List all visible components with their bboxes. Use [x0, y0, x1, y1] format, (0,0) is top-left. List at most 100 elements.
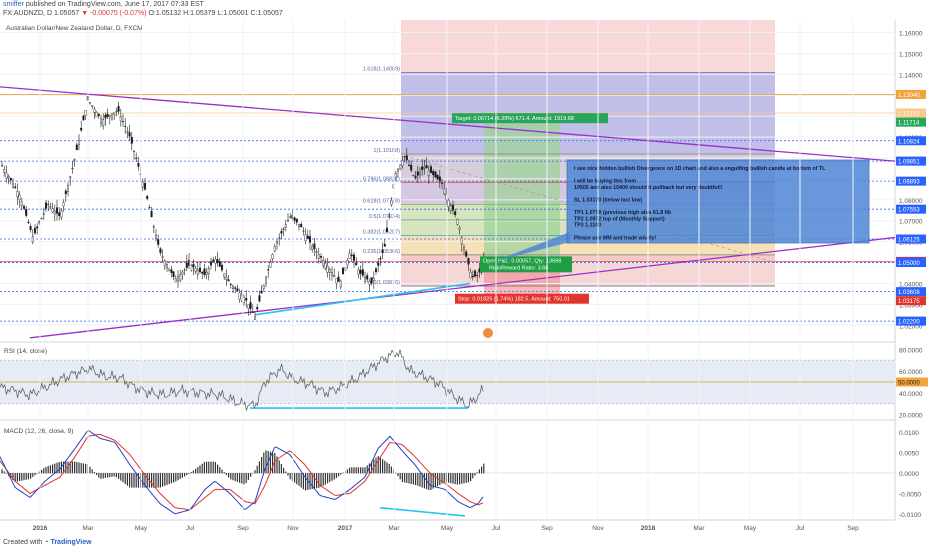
macd-tick-label: 0.0050 [899, 451, 919, 458]
candle-body [434, 171, 437, 178]
macd-hist-bar [412, 473, 414, 485]
annotation-line: TP2 1.0972 top of (Monthly Support) [574, 216, 665, 222]
candle-body [355, 262, 358, 266]
divergence-arrow-price [254, 282, 471, 316]
price-badge: 1.08893 [898, 180, 920, 186]
candle-body [410, 164, 413, 171]
candle-body [474, 270, 477, 277]
brand-name[interactable]: TradingView [50, 539, 92, 546]
candle-body [357, 269, 360, 275]
macd-hist-bar [135, 473, 137, 488]
candle-body [273, 246, 276, 252]
macd-hist-bar [362, 467, 364, 474]
macd-hist-bar [89, 466, 91, 474]
macd-hist-bar [419, 473, 421, 487]
time-tick-label: May [135, 525, 148, 532]
candle-body [251, 311, 254, 313]
macd-hist-bar [434, 473, 436, 488]
candle-body [225, 277, 228, 280]
macd-hist-bar [258, 461, 260, 474]
author-link[interactable]: smiffer [3, 1, 24, 8]
candle-body [419, 172, 422, 175]
macd-hist-bar [21, 473, 23, 481]
price-badge-bg [896, 89, 926, 99]
macd-hist-bar [78, 462, 80, 474]
symbol-label: FX:AUDNZD, D [3, 10, 52, 17]
rsi-tick-label: 80.0000 [899, 347, 923, 354]
rsi-tick-label: 60.0000 [899, 369, 923, 376]
candle-body [331, 272, 334, 276]
macd-hist-bar [397, 473, 399, 477]
candle-body [194, 268, 197, 272]
time-tick-label: Jul [186, 525, 195, 532]
candle-body [49, 206, 52, 208]
macd-hist-bar [16, 473, 18, 482]
macd-hist-bar [65, 461, 67, 474]
candle-body [478, 268, 481, 273]
candle-body [432, 171, 435, 176]
candle-body [207, 268, 210, 274]
candle-body [460, 237, 463, 245]
candle-body [165, 264, 168, 269]
candle-body [309, 236, 312, 243]
candle-body [152, 225, 155, 228]
candle-body [42, 213, 45, 215]
risk-reward-label: Risk/Reward Ratio: 3.68 [489, 265, 548, 271]
macd-hist-bar [388, 463, 390, 474]
macd-hist-bar [461, 473, 463, 484]
candle-body [71, 167, 74, 169]
macd-hist-bar [173, 473, 175, 483]
candle-body [154, 235, 157, 239]
candle-body [282, 228, 285, 230]
candle-body [348, 253, 351, 259]
candle-body [196, 269, 199, 275]
price-badge-bg [896, 176, 926, 186]
candle-body [29, 226, 32, 230]
candle-body [128, 132, 131, 137]
time-tick-label: May [441, 525, 454, 532]
macd-hist-bar [228, 473, 230, 478]
candle-body [425, 165, 428, 169]
candle-body [401, 160, 404, 167]
macd-hist-bar [175, 473, 177, 482]
macd-hist-bar [243, 473, 245, 485]
candle-body [124, 126, 127, 128]
macd-hist-bar [298, 473, 300, 486]
candle-body [377, 262, 380, 266]
macd-hist-bar [333, 473, 335, 480]
macd-hist-bar [239, 473, 241, 483]
time-tick-label: Sep [541, 525, 553, 532]
candle-body [262, 285, 265, 289]
macd-hist-bar [463, 473, 465, 484]
price-badge: 1.06125 [898, 238, 920, 244]
annotation-line: Please use MM and trade wisely! [574, 235, 656, 241]
price-tick-label: 1.08000 [899, 198, 923, 205]
macd-hist-bar [85, 463, 87, 474]
candle-body [146, 196, 149, 199]
macd-hist-bar [399, 473, 401, 480]
candle-body [130, 137, 133, 144]
macd-hist-bar [71, 461, 73, 474]
rsi-title: RSI (14, close) [4, 348, 47, 355]
last-price: 1.05057 [53, 10, 80, 17]
candle-body [40, 218, 43, 220]
candle-body [236, 288, 239, 291]
macd-hist-bar [177, 473, 179, 481]
callout-pointer [492, 232, 570, 262]
price-badge: 1.10824 [898, 139, 920, 145]
macd-hist-bar [452, 473, 454, 484]
macd-hist-bar [272, 452, 274, 474]
macd-hist-bar [465, 473, 467, 483]
candle-body [113, 112, 116, 116]
candle-body [469, 271, 472, 278]
macd-hist-bar [1, 469, 3, 474]
macd-hist-bar [236, 473, 238, 482]
macd-hist-bar [274, 452, 276, 474]
candle-body [110, 113, 113, 120]
candle-body [238, 292, 241, 300]
candle-body [192, 263, 195, 268]
candle-body [335, 278, 338, 284]
rsi-tick-label: 20.0000 [899, 413, 923, 420]
